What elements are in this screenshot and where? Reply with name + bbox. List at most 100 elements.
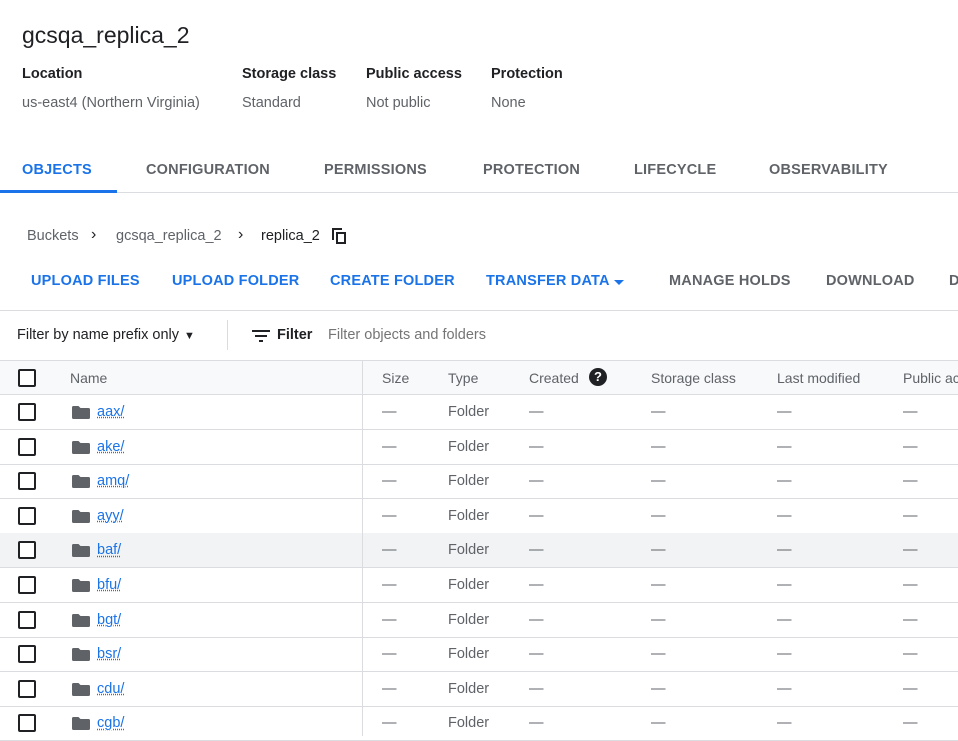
folder-icon: [72, 475, 90, 489]
table-row[interactable]: baf/ — Folder — — — —: [0, 533, 958, 569]
help-icon[interactable]: ?: [589, 368, 607, 386]
filter-mode-select[interactable]: Filter by name prefix only ▼: [17, 327, 195, 343]
create-folder-button[interactable]: CREATE FOLDER: [330, 273, 455, 289]
row-checkbox[interactable]: [18, 679, 36, 698]
cell-storage: —: [651, 577, 666, 593]
folder-link[interactable]: cdu/: [97, 680, 125, 697]
column-divider[interactable]: [362, 360, 363, 736]
column-type[interactable]: Type: [448, 370, 479, 386]
location-label: Location: [22, 66, 83, 82]
table-row[interactable]: bgt/ — Folder — — — —: [0, 603, 958, 638]
tab-permissions[interactable]: PERMISSIONS: [324, 162, 427, 178]
tab-configuration[interactable]: CONFIGURATION: [146, 162, 270, 178]
transfer-data-button[interactable]: TRANSFER DATA: [486, 273, 610, 289]
table-row[interactable]: cdu/ — Folder — — — —: [0, 672, 958, 707]
folder-link[interactable]: bfu/: [97, 577, 122, 593]
cell-type: Folder: [448, 611, 490, 628]
bucket-title: gcsqa_replica_2: [22, 22, 190, 48]
cell-size: —: [382, 646, 397, 663]
cell-public: —: [903, 507, 918, 524]
divider: [0, 310, 958, 311]
table-row[interactable]: ayy/ — Folder — — — —: [0, 499, 958, 534]
cell-created: —: [529, 542, 544, 559]
breadcrumb-buckets[interactable]: Buckets: [27, 228, 79, 244]
folder-link[interactable]: bsr/: [97, 646, 122, 663]
cell-created: —: [529, 680, 544, 697]
location-value: us-east4 (Northern Virginia): [22, 95, 200, 111]
cell-created: —: [529, 577, 544, 593]
row-checkbox[interactable]: [18, 714, 36, 733]
table-row[interactable]: amq/ — Folder — — — —: [0, 464, 958, 500]
cell-modified: —: [777, 646, 792, 663]
row-checkbox[interactable]: [18, 506, 36, 525]
cell-modified: —: [777, 507, 792, 524]
download-button[interactable]: DOWNLOAD: [826, 273, 915, 289]
row-checkbox[interactable]: [18, 472, 36, 491]
cell-size: —: [382, 611, 397, 628]
row-checkbox[interactable]: [18, 541, 36, 560]
row-checkbox[interactable]: [18, 437, 36, 456]
folder-icon: [72, 682, 90, 696]
row-checkbox[interactable]: [18, 645, 36, 664]
folder-icon: [72, 613, 90, 627]
cell-type: Folder: [448, 715, 490, 732]
column-public-access[interactable]: Public ac: [903, 370, 958, 386]
select-all-checkbox[interactable]: [18, 369, 36, 387]
folder-link[interactable]: ayy/: [97, 507, 124, 524]
tab-objects[interactable]: OBJECTS: [22, 162, 92, 178]
filter-mode-label: Filter by name prefix only: [17, 327, 179, 343]
manage-holds-button[interactable]: MANAGE HOLDS: [669, 273, 791, 289]
table-row[interactable]: aax/ — Folder — — — —: [0, 395, 958, 430]
breadcrumb-bucket[interactable]: gcsqa_replica_2: [116, 228, 222, 244]
cell-created: —: [529, 507, 544, 524]
table-row[interactable]: bsr/ — Folder — — — —: [0, 637, 958, 673]
cell-modified: —: [777, 680, 792, 697]
folder-icon: [72, 509, 90, 523]
cell-created: —: [529, 611, 544, 628]
cell-size: —: [382, 680, 397, 697]
upload-folder-button[interactable]: UPLOAD FOLDER: [172, 273, 300, 289]
folder-link[interactable]: amq/: [97, 473, 130, 490]
dropdown-arrow-icon[interactable]: [614, 280, 624, 285]
protection-label: Protection: [491, 66, 563, 82]
row-checkbox[interactable]: [18, 576, 36, 594]
column-last-modified[interactable]: Last modified: [777, 370, 861, 386]
cell-created: —: [529, 646, 544, 663]
cell-public: —: [903, 577, 918, 593]
folder-link[interactable]: aax/: [97, 404, 125, 420]
folder-link[interactable]: ake/: [97, 438, 125, 455]
upload-files-button[interactable]: UPLOAD FILES: [31, 273, 140, 289]
column-created[interactable]: Created: [529, 370, 579, 386]
filter-label: Filter: [277, 327, 313, 343]
cell-modified: —: [777, 611, 792, 628]
cell-modified: —: [777, 404, 792, 420]
cell-storage: —: [651, 473, 666, 490]
folder-link[interactable]: bgt/: [97, 611, 122, 628]
row-checkbox[interactable]: [18, 610, 36, 629]
delete-button[interactable]: D: [949, 273, 958, 289]
tab-observability[interactable]: OBSERVABILITY: [769, 162, 888, 178]
filter-icon: [252, 330, 270, 342]
cell-public: —: [903, 438, 918, 455]
cell-type: Folder: [448, 680, 490, 697]
column-storage-class[interactable]: Storage class: [651, 370, 736, 386]
cell-modified: —: [777, 577, 792, 593]
row-checkbox[interactable]: [18, 403, 36, 421]
filter-input[interactable]: [328, 322, 728, 348]
folder-link[interactable]: baf/: [97, 542, 122, 559]
tab-protection[interactable]: PROTECTION: [483, 162, 581, 178]
column-size[interactable]: Size: [382, 370, 410, 386]
cell-modified: —: [777, 473, 792, 490]
table-row[interactable]: ake/ — Folder — — — —: [0, 430, 958, 465]
cell-storage: —: [651, 542, 666, 559]
copy-icon[interactable]: [332, 228, 347, 244]
cell-type: Folder: [448, 542, 490, 559]
tab-lifecycle[interactable]: LIFECYCLE: [634, 162, 717, 178]
table-row[interactable]: bfu/ — Folder — — — —: [0, 568, 958, 603]
folder-link[interactable]: cgb/: [97, 715, 125, 732]
cell-created: —: [529, 404, 544, 420]
column-name[interactable]: Name: [70, 370, 108, 386]
cell-type: Folder: [448, 507, 490, 524]
cell-public: —: [903, 473, 918, 490]
cell-storage: —: [651, 404, 666, 420]
